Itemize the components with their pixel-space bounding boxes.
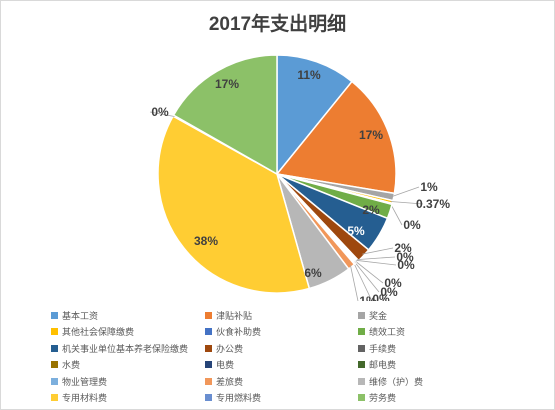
leader-line [362, 247, 394, 255]
data-label: 2% [362, 203, 380, 217]
legend-swatch [51, 377, 58, 385]
data-label: 1% [420, 180, 438, 194]
legend-item: 绩效工资 [358, 325, 518, 340]
legend-label: 津贴补贴 [216, 310, 253, 321]
data-label: 38% [194, 234, 218, 248]
data-label: 11% [297, 68, 321, 82]
pie-slice [157, 115, 311, 294]
legend-label: 伙食补助费 [216, 327, 262, 338]
legend-item: 手续费 [358, 341, 518, 356]
data-label: 2% [394, 241, 412, 255]
leader-line [149, 111, 176, 117]
legend-item: 劳务费 [358, 391, 518, 406]
legend-swatch [51, 361, 58, 369]
leader-line [355, 259, 397, 266]
legend-item: 伙食补助费 [205, 325, 358, 340]
chart-title: 2017年支出明细 [208, 14, 347, 35]
pie-slice [275, 80, 397, 195]
legend-item: 奖金 [358, 308, 518, 323]
pie-slice [172, 54, 278, 176]
legend-swatch [205, 394, 212, 402]
legend-swatch [358, 311, 365, 319]
legend-swatch [51, 394, 58, 402]
leader-line [354, 261, 380, 293]
legend-swatch [51, 344, 58, 352]
legend-label: 维修（护）费 [369, 376, 424, 387]
legend-label: 电费 [216, 360, 235, 371]
data-label: 0% [396, 250, 414, 264]
legend-item: 津贴补贴 [205, 308, 358, 323]
legend-item: 专用燃料费 [205, 391, 358, 406]
legend-swatch [205, 361, 212, 369]
legend-label: 机关事业单位基本养老保险缴费 [62, 343, 189, 354]
legend-item: 办公费 [205, 341, 358, 356]
legend-item: 机关事业单位基本养老保险缴费 [51, 341, 205, 356]
legend-label: 专用材料费 [62, 393, 108, 404]
legend-label: 水费 [62, 360, 81, 371]
legend-item: 专用材料费 [51, 391, 205, 406]
legend-label: 手续费 [369, 343, 397, 354]
legend-item: 电费 [205, 358, 358, 373]
data-label: 1% [359, 294, 377, 301]
legend-label: 其他社会保障缴费 [62, 327, 135, 338]
data-label: 0% [372, 292, 390, 301]
leader-line [350, 265, 359, 301]
data-label: 0.37% [416, 197, 450, 211]
legend-item: 其他社会保障缴费 [51, 325, 205, 340]
legend-swatch [358, 344, 365, 352]
leader-line [356, 256, 396, 260]
legend-label: 劳务费 [369, 393, 397, 404]
leader-line [389, 203, 403, 226]
legend-label: 专用燃料费 [216, 393, 262, 404]
legend-swatch [358, 328, 365, 336]
legend-label: 邮电费 [369, 360, 397, 371]
legend-item: 物业管理费 [51, 374, 205, 389]
legend-label: 奖金 [369, 310, 388, 321]
legend-swatch [205, 344, 212, 352]
legend-swatch [205, 328, 212, 336]
data-label: 5% [347, 224, 365, 238]
data-label: 17% [359, 128, 383, 142]
legend-item: 差旅费 [205, 374, 358, 389]
legend-label: 物业管理费 [62, 376, 108, 387]
legend-swatch [358, 361, 365, 369]
leader-line [354, 260, 384, 284]
data-label: 0% [403, 218, 421, 232]
legend-swatch [205, 377, 212, 385]
legend-swatch [358, 377, 365, 385]
legend-label: 办公费 [216, 343, 244, 354]
legend-swatch [51, 311, 58, 319]
leader-line [353, 262, 372, 300]
legend-swatch [51, 328, 58, 336]
legend-swatch [358, 394, 365, 402]
leader-line [390, 201, 424, 205]
legend-item: 维修（护）费 [358, 374, 518, 389]
pie-chart: 11%17%1%0.37%0%2%5%2%0%0%0%0%0%1%6%38%0%… [149, 54, 450, 301]
leader-line [391, 186, 420, 197]
data-label: 0% [151, 105, 169, 119]
data-label: 0% [397, 258, 415, 272]
legend-item: 基本工资 [51, 308, 205, 323]
legend-label: 差旅费 [216, 376, 244, 387]
legend-label: 基本工资 [62, 310, 99, 321]
legend-swatch [205, 311, 212, 319]
data-label: 6% [304, 266, 322, 280]
data-label: 0% [380, 285, 398, 299]
legend-label: 绩效工资 [369, 327, 406, 338]
legend-item: 邮电费 [358, 358, 518, 373]
chart-legend: 基本工资 津贴补贴 奖金其他社会保障缴费 伙食补助费 绩效工资机关事业单位基本养老保险缴… [51, 308, 521, 405]
legend-item: 水费 [51, 358, 205, 373]
data-label: 17% [215, 77, 239, 91]
pie-slice [276, 54, 354, 177]
data-label: 0% [384, 276, 402, 290]
